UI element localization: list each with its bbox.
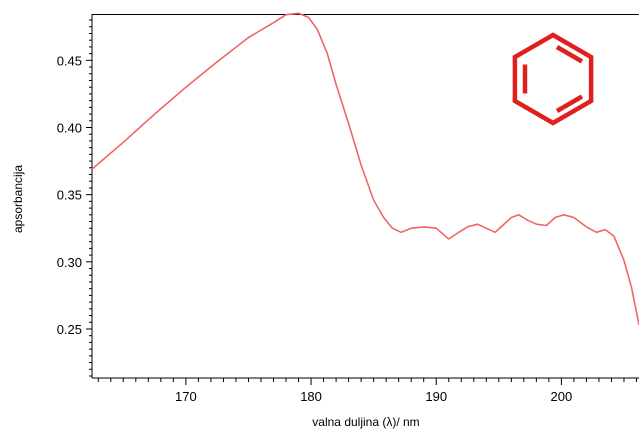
y-tick-label: 0.45: [57, 53, 82, 68]
y-axis-title: apsorbancija: [11, 165, 25, 233]
benzene-double-bond: [555, 45, 584, 64]
benzene-hexagon: [512, 32, 594, 126]
y-tick-label: 0.25: [57, 322, 82, 337]
series-line-absorbance: [91, 12, 639, 326]
benzene-double-bond: [555, 94, 584, 113]
series-group: [91, 12, 639, 326]
x-tick-label: 200: [551, 389, 573, 404]
x-tick-label: 170: [175, 389, 197, 404]
plot-frame: [91, 14, 639, 379]
y-tick-label: 0.35: [57, 188, 82, 203]
x-tick-label: 190: [425, 389, 447, 404]
x-axis-ticks: 170 180 190 200: [97, 378, 637, 404]
x-axis-title: valna duljina (λ)/ nm: [312, 415, 419, 429]
x-tick-label: 180: [300, 389, 322, 404]
y-tick-label: 0.40: [57, 120, 82, 135]
benzene-ring-icon: [512, 32, 594, 126]
y-tick-label: 0.30: [57, 255, 82, 270]
